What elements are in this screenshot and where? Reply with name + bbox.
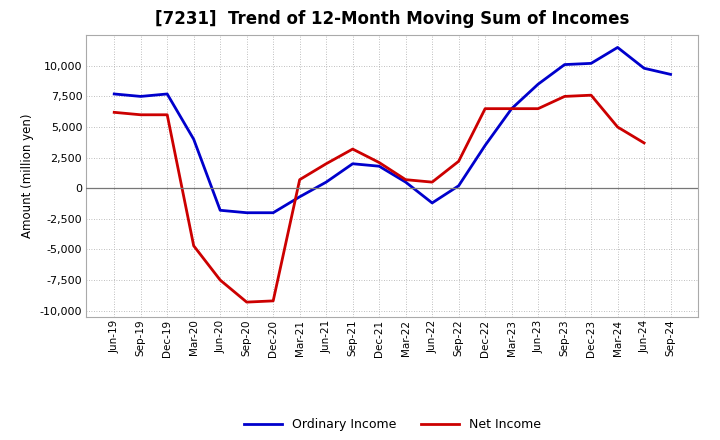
Net Income [348,147,357,152]
Net Income [613,125,622,130]
Ordinary Income [508,106,516,111]
Legend: Ordinary Income, Net Income: Ordinary Income, Net Income [239,413,546,436]
Net Income [401,177,410,182]
Net Income [216,278,225,283]
Net Income [428,180,436,185]
Line: Ordinary Income: Ordinary Income [114,48,670,213]
Net Income [295,177,304,182]
Ordinary Income [534,81,542,87]
Net Income [587,92,595,98]
Net Income [640,140,649,146]
Ordinary Income [110,92,119,97]
Ordinary Income [401,180,410,185]
Net Income [508,106,516,111]
Ordinary Income [348,161,357,166]
Net Income [322,161,330,166]
Ordinary Income [295,194,304,199]
Ordinary Income [136,94,145,99]
Net Income [481,106,490,111]
Net Income [110,110,119,115]
Ordinary Income [481,143,490,148]
Ordinary Income [428,200,436,205]
Ordinary Income [375,164,384,169]
Ordinary Income [587,61,595,66]
Net Income [189,243,198,249]
Ordinary Income [163,92,171,97]
Net Income [163,112,171,117]
Title: [7231]  Trend of 12-Month Moving Sum of Incomes: [7231] Trend of 12-Month Moving Sum of I… [156,10,629,28]
Ordinary Income [640,66,649,71]
Line: Net Income: Net Income [114,95,644,302]
Y-axis label: Amount (million yen): Amount (million yen) [21,114,34,238]
Net Income [454,159,463,164]
Ordinary Income [243,210,251,215]
Net Income [136,112,145,117]
Ordinary Income [613,45,622,50]
Ordinary Income [666,72,675,77]
Ordinary Income [216,208,225,213]
Ordinary Income [454,183,463,188]
Net Income [269,298,277,304]
Net Income [243,300,251,305]
Ordinary Income [560,62,569,67]
Net Income [534,106,542,111]
Ordinary Income [269,210,277,215]
Ordinary Income [189,137,198,142]
Net Income [375,160,384,165]
Net Income [560,94,569,99]
Ordinary Income [322,180,330,185]
